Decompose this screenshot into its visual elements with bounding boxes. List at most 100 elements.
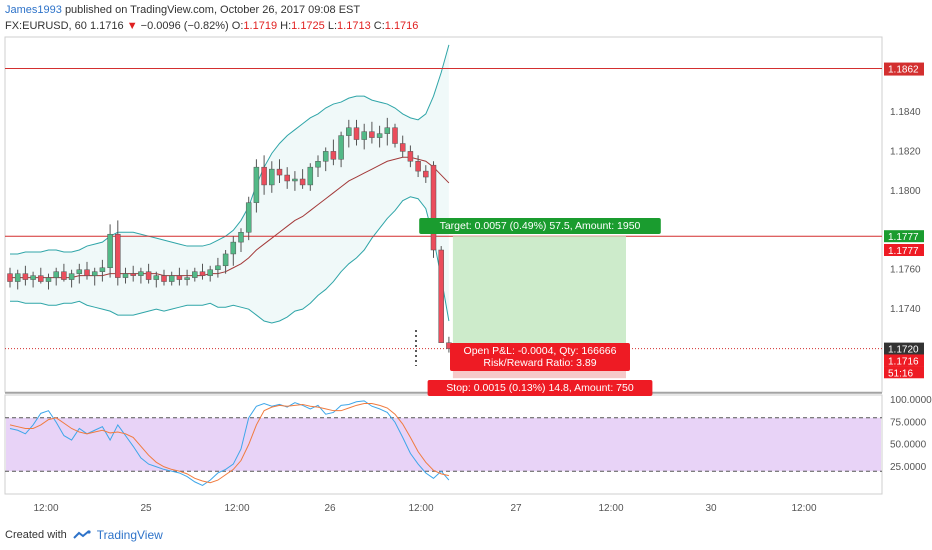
candle-body xyxy=(184,277,190,280)
close-value: 1.1716 xyxy=(384,20,419,32)
high-label: H: xyxy=(280,20,292,32)
candle-body xyxy=(199,271,206,276)
tradingview-brand-link[interactable]: TradingView xyxy=(96,528,163,542)
price-axis-tick-label: 1.1840 xyxy=(890,107,921,118)
candle-body xyxy=(330,151,337,160)
symbol-legend: FX:EURUSD, 60 1.1716 ▼ −0.0096 (−0.82%) … xyxy=(5,19,418,33)
price-tag-bg xyxy=(884,62,924,76)
candle-body xyxy=(84,269,90,276)
price-change: −0.0096 (−0.82%) xyxy=(140,20,229,32)
time-axis-tick-label: 30 xyxy=(705,503,717,514)
created-with-text: Created with xyxy=(5,529,67,541)
price-tag-bg xyxy=(884,354,924,367)
time-axis-tick-label: 12:00 xyxy=(598,503,623,514)
publish-header: James1993 published on TradingView.com, … xyxy=(5,3,360,17)
candle-body xyxy=(346,127,352,136)
price-tag-text: 1.1716 xyxy=(888,356,919,367)
candle-body xyxy=(91,271,98,276)
candle-body xyxy=(230,241,237,255)
low-value: 1.1713 xyxy=(337,20,371,32)
candle-body xyxy=(7,273,13,282)
bollinger-middle-line xyxy=(10,156,450,279)
stop-label-text: Stop: 0.0015 (0.13%) 14.8, Amount: 750 xyxy=(446,382,634,394)
time-axis-tick-label: 12:00 xyxy=(408,503,433,514)
candle-body xyxy=(430,164,437,251)
price-axis-tick-label: 1.1760 xyxy=(890,265,921,276)
down-arrow-icon: ▼ xyxy=(126,20,138,32)
price-axis-tick-label: 1.1820 xyxy=(890,146,921,157)
candle-body xyxy=(115,233,121,278)
price-axis-tick-label: 1.1800 xyxy=(890,186,921,197)
time-axis-tick-label: 26 xyxy=(324,503,336,514)
candle-body xyxy=(168,275,175,282)
footer: Created with TradingView xyxy=(5,528,163,542)
candle-body xyxy=(30,275,36,280)
chart-canvas[interactable]: Target: 0.0057 (0.49%) 57.5, Amount: 195… xyxy=(0,0,932,522)
candle-body xyxy=(261,166,267,186)
price-tag-text: 1.1777 xyxy=(888,232,919,243)
pnl-label-bg xyxy=(450,343,630,371)
candle-body xyxy=(192,271,198,278)
target-zone xyxy=(452,236,626,349)
candle-body xyxy=(207,269,213,276)
stop-label: Stop: 0.0015 (0.13%) 14.8, Amount: 750 xyxy=(427,380,653,396)
candle-body xyxy=(161,275,167,282)
price-tag-text: 1.1720 xyxy=(888,345,919,356)
candle-body xyxy=(14,273,21,282)
candle-body xyxy=(322,151,329,162)
pnl-label-text: Open P&L: -0.0004, Qty: 166666 xyxy=(464,345,617,357)
target-label-bg xyxy=(419,218,661,234)
stoch-band-fill xyxy=(6,417,881,472)
candle-body xyxy=(299,178,306,186)
candle-body xyxy=(315,161,321,168)
candle-body xyxy=(438,249,444,343)
target-label-text: Target: 0.0057 (0.49%) 57.5, Amount: 195… xyxy=(440,220,641,232)
symbol-name: FX:EURUSD, 60 xyxy=(5,20,87,32)
candle-body xyxy=(307,166,314,186)
candle-body xyxy=(384,127,391,134)
candle-body xyxy=(45,277,52,282)
candle-body xyxy=(138,271,144,276)
price-tag-text: 1.1862 xyxy=(888,65,919,76)
target-label: Target: 0.0057 (0.49%) 57.5, Amount: 195… xyxy=(419,218,661,234)
candle-body xyxy=(276,168,283,176)
stoch-axis-tick-label: 25.0000 xyxy=(890,462,927,473)
author-link[interactable]: James1993 xyxy=(5,4,62,16)
candle-body xyxy=(215,265,221,270)
candle-body xyxy=(269,168,275,186)
stoch-k-line xyxy=(9,400,450,487)
candle-body xyxy=(376,133,383,138)
candle-body xyxy=(392,127,398,144)
stoch-axis-tick-label: 50.0000 xyxy=(890,440,927,451)
stoch-axis-tick-label: 100.0000 xyxy=(890,395,932,406)
candle-body xyxy=(369,131,375,138)
candle-body xyxy=(53,271,59,278)
time-axis-tick-label: 12:00 xyxy=(33,503,58,514)
time-axis-tick-label: 12:00 xyxy=(791,503,816,514)
last-price: 1.1716 xyxy=(89,20,124,32)
low-label: L: xyxy=(327,20,338,32)
candle-body xyxy=(22,273,29,280)
candle-body xyxy=(68,273,75,280)
pnl-label: Open P&L: -0.0004, Qty: 166666Risk/Rewar… xyxy=(450,343,630,371)
price-tag-bg xyxy=(884,230,924,243)
candle-body xyxy=(292,178,298,182)
open-value: 1.1719 xyxy=(243,20,278,32)
candle-body xyxy=(76,269,83,274)
stoch-d-line xyxy=(9,403,450,484)
candle-body xyxy=(38,275,44,282)
price-tag-bg xyxy=(884,366,924,379)
open-label: O: xyxy=(231,20,244,32)
candle-body xyxy=(222,253,229,267)
candle-body xyxy=(245,202,252,233)
candle-body xyxy=(153,275,160,280)
candle-body xyxy=(399,143,406,152)
high-value: 1.1725 xyxy=(291,20,325,32)
time-axis-tick-label: 25 xyxy=(140,503,152,514)
pnl-label-text: Risk/Reward Ratio: 3.89 xyxy=(483,357,596,369)
candle-body xyxy=(407,151,414,162)
stoch-axis-tick-label: 75.0000 xyxy=(890,417,927,428)
time-axis-tick-label: 12:00 xyxy=(224,503,249,514)
candle-body xyxy=(238,232,244,243)
